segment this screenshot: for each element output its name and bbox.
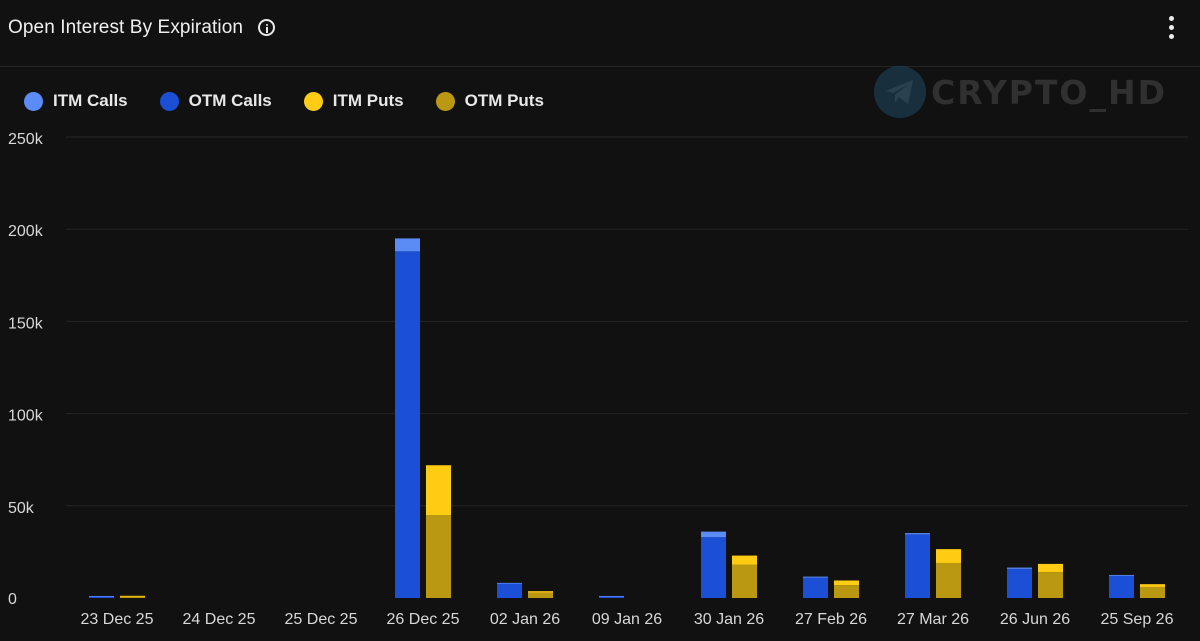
bar-puts-otm[interactable] bbox=[834, 585, 859, 598]
legend-swatch-otm-puts bbox=[435, 91, 455, 111]
telegram-icon bbox=[874, 66, 926, 118]
y-tick-label: 50k bbox=[8, 500, 35, 517]
grid-lines bbox=[66, 136, 1188, 507]
bar-puts-otm[interactable] bbox=[1140, 586, 1165, 598]
legend-swatch-otm-calls bbox=[159, 91, 179, 111]
bar-calls-itm[interactable] bbox=[1109, 574, 1134, 576]
y-tick-label: 0 bbox=[8, 591, 17, 608]
legend-item-itm-calls[interactable]: ITM Calls bbox=[24, 91, 128, 111]
bar-puts-otm[interactable] bbox=[426, 515, 451, 598]
legend-label-otm-puts: OTM Puts bbox=[464, 91, 544, 110]
x-axis-ticks: 23 Dec 25 24 Dec 25 25 Dec 25 26 Dec 25 02 J… bbox=[81, 611, 1174, 628]
x-tick-label: 25 Dec 25 bbox=[285, 611, 358, 628]
y-tick-label: 250k bbox=[8, 131, 44, 148]
bars bbox=[89, 238, 1165, 598]
bar-puts-otm[interactable] bbox=[120, 596, 145, 598]
bar-calls-itm[interactable] bbox=[89, 595, 114, 597]
legend-label-itm-puts: ITM Puts bbox=[332, 91, 404, 110]
bar-calls-otm[interactable] bbox=[1109, 575, 1134, 598]
x-tick-label: 25 Sep 26 bbox=[1101, 611, 1174, 628]
x-tick-label: 27 Mar 26 bbox=[897, 611, 969, 628]
bar-calls-otm[interactable] bbox=[395, 251, 420, 598]
x-tick-label: 27 Feb 26 bbox=[795, 611, 867, 628]
info-icon[interactable] bbox=[258, 19, 275, 36]
bar-calls-otm[interactable] bbox=[497, 583, 522, 598]
watermark: CRYPTO_HD bbox=[874, 66, 1167, 118]
legend-item-otm-calls[interactable]: OTM Calls bbox=[159, 91, 272, 111]
legend-swatch-itm-puts bbox=[303, 91, 323, 111]
x-tick-label: 02 Jan 26 bbox=[490, 611, 560, 628]
legend-item-otm-puts[interactable]: OTM Puts bbox=[435, 91, 544, 111]
legend-label-otm-calls: OTM Calls bbox=[188, 91, 272, 110]
bar-puts-itm[interactable] bbox=[426, 465, 451, 516]
bar-puts-itm[interactable] bbox=[1140, 584, 1165, 587]
kebab-menu-icon[interactable] bbox=[1162, 14, 1182, 42]
bar-calls-itm[interactable] bbox=[905, 533, 930, 535]
bar-puts-otm[interactable] bbox=[936, 562, 961, 598]
bar-calls-itm[interactable] bbox=[497, 582, 522, 584]
chart-header: Open Interest By Expiration bbox=[0, 0, 1200, 67]
bar-puts-itm[interactable] bbox=[936, 549, 961, 563]
y-tick-label: 200k bbox=[8, 223, 44, 240]
bar-calls-itm[interactable] bbox=[701, 531, 726, 538]
bar-puts-itm[interactable] bbox=[732, 555, 757, 565]
bar-calls-itm[interactable] bbox=[1007, 567, 1032, 569]
y-tick-label: 150k bbox=[8, 315, 44, 332]
x-tick-label: 24 Dec 25 bbox=[183, 611, 256, 628]
chart-title: Open Interest By Expiration bbox=[8, 17, 244, 38]
bar-calls-otm[interactable] bbox=[701, 537, 726, 598]
chart-legend: ITM Calls OTM Calls ITM Puts OTM Puts bbox=[24, 90, 576, 112]
x-tick-label: 30 Jan 26 bbox=[694, 611, 764, 628]
bar-calls-otm[interactable] bbox=[803, 577, 828, 598]
bar-puts-itm[interactable] bbox=[1038, 563, 1063, 573]
legend-item-itm-puts[interactable]: ITM Puts bbox=[303, 91, 404, 111]
bar-calls-otm[interactable] bbox=[89, 596, 114, 598]
bar-calls-otm[interactable] bbox=[1007, 568, 1032, 598]
bar-puts-otm[interactable] bbox=[732, 564, 757, 598]
x-tick-label: 23 Dec 25 bbox=[81, 611, 154, 628]
bar-calls-otm[interactable] bbox=[599, 596, 624, 598]
legend-swatch-itm-calls bbox=[24, 91, 43, 111]
y-axis-ticks: 0 50k 100k 150k 200k 250k bbox=[8, 131, 44, 608]
x-tick-label: 26 Dec 25 bbox=[387, 611, 460, 628]
legend-label-itm-calls: ITM Calls bbox=[53, 91, 128, 110]
bar-calls-itm[interactable] bbox=[599, 595, 624, 597]
bar-calls-itm[interactable] bbox=[803, 576, 828, 578]
bar-puts-itm[interactable] bbox=[120, 595, 145, 597]
bar-puts-otm[interactable] bbox=[528, 592, 553, 598]
bar-puts-itm[interactable] bbox=[834, 580, 859, 586]
bar-puts-otm[interactable] bbox=[1038, 572, 1063, 598]
y-tick-label: 100k bbox=[8, 408, 44, 425]
x-tick-label: 26 Jun 26 bbox=[1000, 611, 1070, 628]
bar-calls-itm[interactable] bbox=[395, 238, 420, 252]
bar-puts-itm[interactable] bbox=[528, 591, 553, 593]
bar-calls-otm[interactable] bbox=[905, 534, 930, 598]
x-tick-label: 09 Jan 26 bbox=[592, 611, 662, 628]
watermark-text: CRYPTO_HD bbox=[931, 72, 1167, 112]
